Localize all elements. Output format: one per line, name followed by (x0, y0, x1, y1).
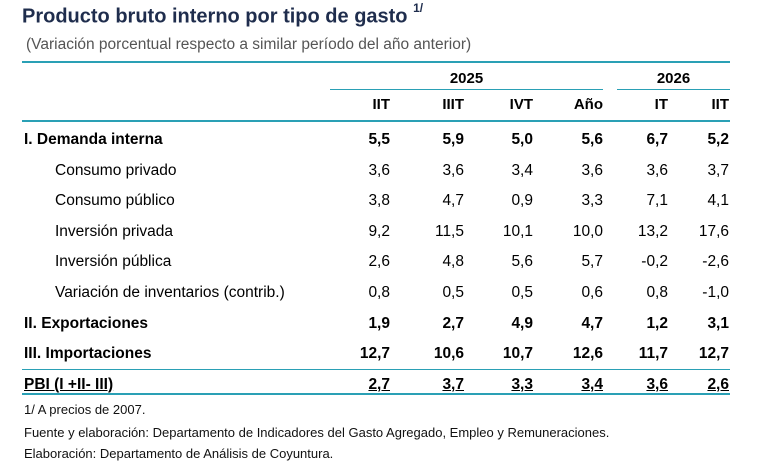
table-cell: 4,7 (442, 192, 464, 210)
table-cell: 4,7 (581, 314, 603, 332)
table-cell: 0,8 (646, 284, 668, 301)
table-cell: 3,6 (646, 375, 668, 393)
table-cell: 3,6 (368, 161, 390, 179)
table-cell: 9,2 (368, 222, 390, 240)
table-cell: 5,5 (368, 131, 390, 148)
table-cell: 4,9 (511, 314, 533, 332)
table-cell: 3,3 (581, 192, 603, 210)
table-cell: 2,6 (707, 375, 729, 393)
row-label: Inversión pública (55, 253, 172, 271)
table-cell: 3,4 (511, 161, 533, 179)
table-cell: 0,9 (511, 192, 533, 210)
table-cell: 3,8 (368, 192, 390, 210)
row-label: Variación de inventarios (contrib.) (55, 284, 285, 301)
table-cell: 5,7 (581, 253, 603, 271)
table-cell: 1,9 (368, 314, 390, 332)
row-label: II. Exportaciones (24, 314, 149, 332)
table-cell: 2,7 (442, 314, 464, 332)
table-cell: 4,8 (442, 253, 464, 271)
top-rule (22, 61, 730, 63)
table-cell: 10,1 (502, 222, 533, 240)
table-cell: 2,7 (368, 375, 390, 393)
table-row: III. Importaciones 12,7 10,6 10,7 12,6 11,7 12… (0, 339, 762, 369)
table-cell: 10,7 (502, 345, 533, 363)
row-label: III. Importaciones (24, 345, 152, 363)
table-cell: 6,7 (646, 131, 668, 148)
table-cell: 11,7 (638, 345, 668, 363)
table-cell: 17,6 (698, 222, 729, 240)
table-row: Consumo público 3,8 4,7 0,9 3,3 7,1 4,1 (0, 186, 762, 216)
elaboration-note: Elaboración: Departamento de Análisis de… (24, 446, 334, 461)
table-cell: 7,1 (646, 192, 668, 210)
row-label: I. Demanda interna (24, 131, 163, 148)
bottom-rule (22, 393, 730, 395)
table-cell: 12,7 (359, 345, 390, 363)
year-header-2026: 2026 (656, 70, 691, 87)
table-row: Inversión privada 9,2 11,5 10,1 10,0 13,2 17,6 (0, 217, 762, 247)
column-header: IIIT (442, 96, 464, 113)
column-header: IVT (509, 96, 533, 113)
footnote: 1/ A precios de 2007. (24, 402, 146, 417)
row-label: PBI (I +II- III) (24, 375, 114, 393)
table-cell: 1,2 (646, 314, 668, 332)
table-cell: 5,6 (581, 131, 603, 148)
table-cell: 0,8 (368, 284, 390, 301)
table-cell: 5,9 (442, 131, 464, 148)
table-cell: -2,6 (702, 253, 729, 271)
year-rule-2026 (617, 89, 730, 90)
row-label: Inversión privada (55, 222, 174, 240)
table-cell: 3,4 (581, 375, 603, 393)
table-row: PBI (I +II- III) 2,7 3,7 3,3 3,4 3,6 2,6 (0, 370, 762, 400)
table-cell: 12,6 (572, 345, 603, 363)
column-header: IT (654, 96, 668, 113)
table-cell: 0,5 (442, 284, 464, 301)
table-cell: 3,7 (442, 375, 464, 393)
table-cell: 4,1 (707, 192, 729, 210)
table-cell: 5,6 (511, 253, 533, 271)
table-cell: 3,7 (707, 161, 729, 179)
row-label: Consumo público (55, 192, 175, 210)
header-rule (22, 120, 730, 122)
table-title: Producto bruto interno por tipo de gasto… (22, 1, 424, 28)
table-cell: 0,6 (581, 284, 603, 301)
column-header: IIT (372, 96, 391, 113)
table-cell: 13,2 (637, 222, 668, 240)
table-cell: 3,6 (442, 161, 464, 179)
table-cell: -1,0 (702, 284, 729, 301)
table-cell: 11,5 (434, 222, 464, 240)
table-cell: -0,2 (641, 253, 668, 271)
table-cell: 10,6 (433, 345, 464, 363)
table-row: Variación de inventarios (contrib.) 0,8 0,… (0, 278, 762, 308)
table-cell: 3,3 (511, 375, 533, 393)
table-cell: 5,2 (707, 131, 729, 148)
table-subtitle: (Variación porcentual respecto a similar… (26, 36, 472, 53)
column-header: Año (573, 96, 603, 113)
table-cell: 2,6 (368, 253, 390, 271)
table-row: II. Exportaciones 1,9 2,7 4,9 4,7 1,2 3,1 (0, 309, 762, 339)
table-row: Inversión pública 2,6 4,8 5,6 5,7 -0,2 -2,6 (0, 247, 762, 277)
table-cell: 5,0 (511, 131, 533, 148)
year-rule-2025 (330, 89, 603, 90)
table-cell: 3,1 (707, 314, 729, 332)
table-row: I. Demanda interna 5,5 5,9 5,0 5,6 6,7 5,2 (0, 125, 762, 155)
year-header-2025: 2025 (449, 70, 484, 87)
table-cell: 0,5 (511, 284, 533, 301)
table-row: Consumo privado 3,6 3,6 3,4 3,6 3,6 3,7 (0, 156, 762, 186)
table-cell: 12,7 (698, 345, 729, 363)
row-label: Consumo privado (55, 161, 177, 179)
source-note: Fuente y elaboración: Departamento de In… (24, 425, 610, 440)
table-cell: 3,6 (646, 161, 668, 179)
table-cell: 3,6 (581, 161, 603, 179)
table-cell: 10,0 (572, 222, 603, 240)
total-separator-rule (22, 368, 730, 370)
column-header: IIT (711, 96, 730, 113)
title-footnote-marker: 1/ (413, 1, 424, 15)
